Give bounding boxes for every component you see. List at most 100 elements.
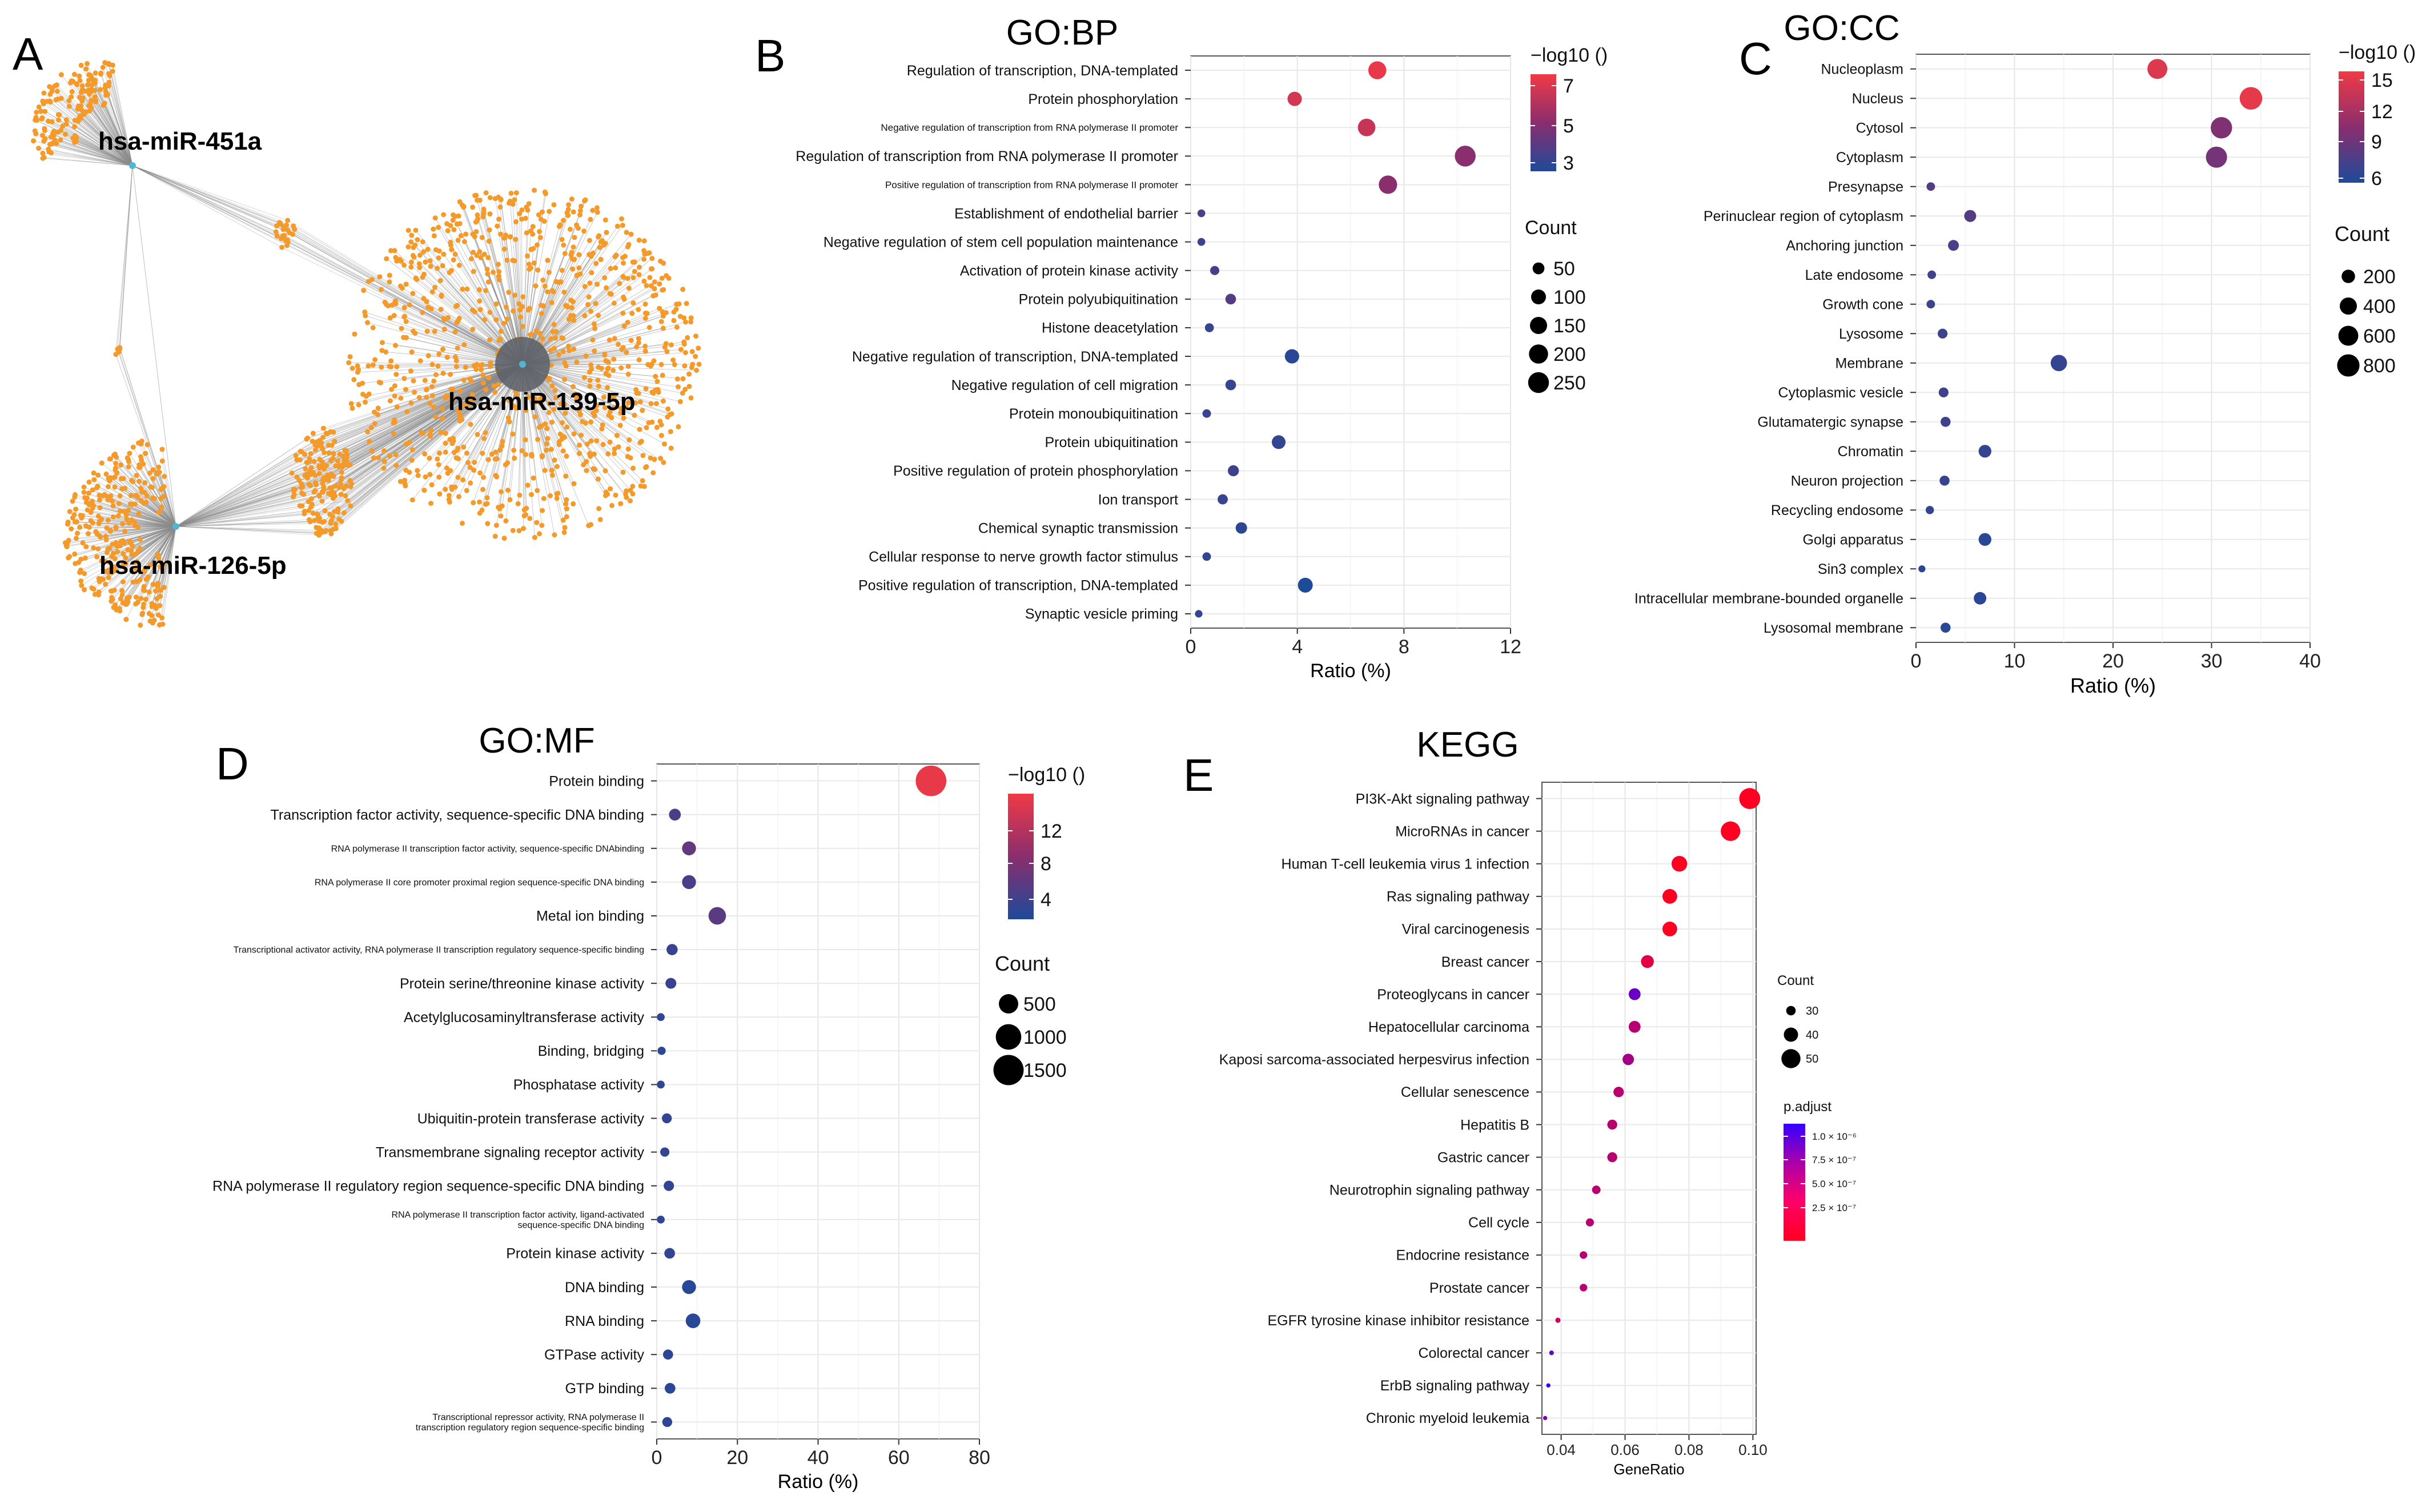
network-node <box>417 252 423 258</box>
network-node <box>533 283 539 289</box>
network-node <box>530 224 536 230</box>
network-node <box>78 578 84 584</box>
network-node <box>659 275 665 281</box>
network-edge <box>175 505 301 527</box>
network-node <box>421 249 427 255</box>
network-node <box>501 246 507 252</box>
network-node <box>114 544 120 549</box>
network-node <box>155 612 161 618</box>
network-node <box>323 476 328 481</box>
network-node <box>328 528 334 533</box>
network-node <box>436 351 442 357</box>
category-label: Protein kinase activity <box>506 1246 644 1262</box>
network-node <box>365 320 370 325</box>
network-node <box>433 372 439 377</box>
network-node <box>427 456 432 461</box>
network-node <box>408 259 414 265</box>
network-node <box>614 223 620 229</box>
network-node <box>595 282 600 287</box>
size-legend-label: 100 <box>1553 287 1586 308</box>
network-node <box>112 484 118 490</box>
network-node <box>49 141 55 147</box>
network-edge <box>333 364 523 477</box>
network-node <box>608 266 613 271</box>
network-node <box>593 408 599 413</box>
network-node <box>453 364 459 369</box>
network-node <box>127 451 132 456</box>
network-node <box>595 210 600 215</box>
network-node <box>636 357 642 363</box>
network-node <box>121 508 127 514</box>
color-legend-tick: 4 <box>1041 889 1051 911</box>
network-node <box>640 478 645 484</box>
network-node <box>493 522 499 528</box>
network-node <box>154 470 160 476</box>
network-node <box>387 272 392 278</box>
data-point <box>1195 610 1203 618</box>
network-node <box>469 392 475 397</box>
network-edge <box>159 526 176 625</box>
network-node <box>427 400 433 406</box>
category-label: Binding, bridging <box>538 1043 644 1059</box>
network-node <box>333 463 339 469</box>
data-point <box>685 1313 701 1328</box>
network-node <box>392 417 397 423</box>
network-edge <box>148 526 176 593</box>
network-node <box>604 230 609 235</box>
color-legend-tick: 5.0 × 10⁻⁷ <box>1812 1179 1856 1189</box>
network-node <box>441 212 447 218</box>
network-node <box>118 462 124 468</box>
network-node <box>128 493 134 498</box>
network-node <box>532 414 538 420</box>
network-node <box>111 605 117 610</box>
network-edge <box>62 126 133 166</box>
network-node <box>282 232 287 238</box>
network-node <box>468 421 473 427</box>
network-node <box>684 301 689 306</box>
data-point <box>2239 87 2263 110</box>
x-tick-label: 4 <box>1292 636 1303 658</box>
network-node <box>443 449 448 455</box>
network-node <box>641 278 647 284</box>
network-edge <box>93 505 176 527</box>
network-node <box>117 345 122 351</box>
network-node <box>333 526 339 532</box>
size-legend-dot <box>1529 316 1548 335</box>
size-legend-dot <box>1528 372 1549 393</box>
network-node <box>486 375 492 381</box>
hub-node <box>172 523 179 530</box>
network-node <box>600 238 605 243</box>
network-edge <box>42 158 133 166</box>
network-node <box>599 365 604 371</box>
network-node <box>388 358 394 364</box>
color-legend-tick: 15 <box>2371 70 2393 91</box>
network-node <box>108 528 114 533</box>
chart-title: GO:MF <box>479 721 595 761</box>
network-node <box>285 218 291 223</box>
network-edge <box>78 106 133 166</box>
network-node <box>632 268 637 274</box>
network-node <box>103 559 109 565</box>
network-edge <box>343 364 523 465</box>
network-node <box>135 494 140 500</box>
network-edge <box>332 364 523 494</box>
network-edge <box>107 94 133 166</box>
network-node <box>644 425 649 431</box>
network-node <box>46 146 51 152</box>
network-edge <box>51 143 133 166</box>
network-edge <box>122 526 176 591</box>
network-node <box>78 62 84 68</box>
network-node <box>399 258 404 264</box>
category-label: Colorectal cancer <box>1418 1345 1529 1361</box>
network-node <box>685 335 690 340</box>
data-point <box>1671 855 1688 872</box>
network-node <box>494 474 500 480</box>
network-node <box>594 403 600 408</box>
network-node <box>523 408 529 413</box>
data-point <box>2206 146 2227 168</box>
network-node <box>483 387 488 392</box>
network-edge <box>365 315 523 365</box>
network-node <box>561 218 566 223</box>
category-label: Gastric cancer <box>1437 1149 1529 1165</box>
x-tick-label: 10 <box>2004 650 2026 672</box>
